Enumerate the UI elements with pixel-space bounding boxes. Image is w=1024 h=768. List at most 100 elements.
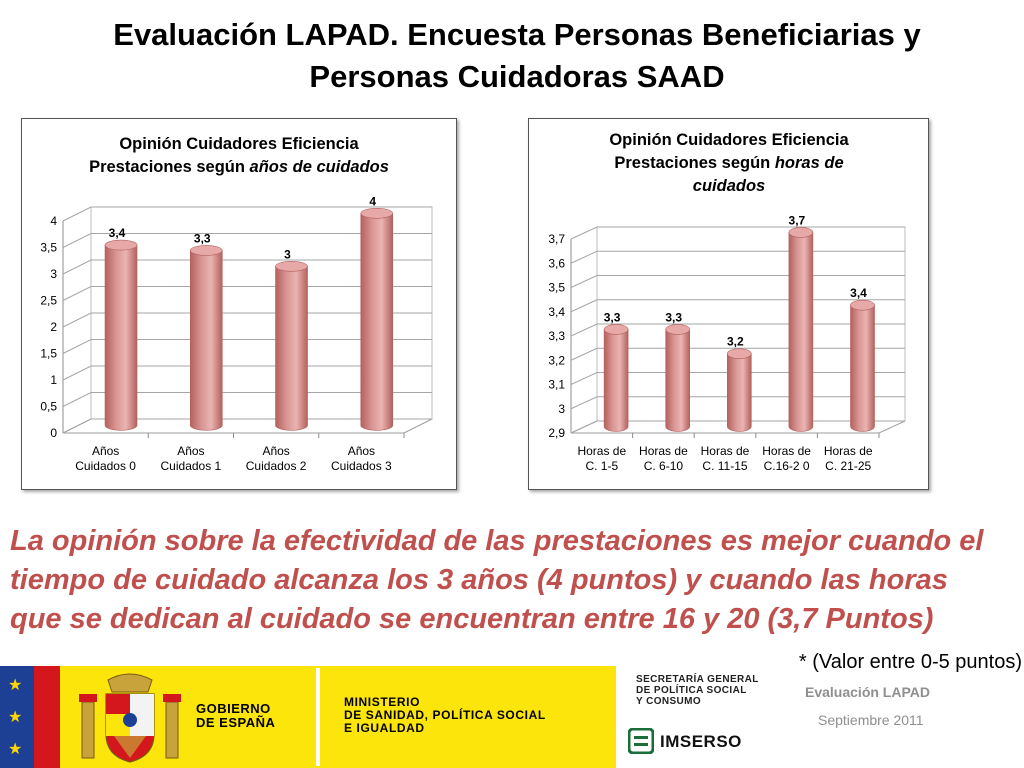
bar (850, 304, 875, 432)
x-tick-label: Horas de (762, 444, 811, 458)
bar (603, 329, 629, 432)
y-tick-label: 4 (50, 214, 57, 228)
y-tick-label: 3,5 (40, 241, 57, 255)
bar-top (850, 299, 875, 311)
y-tick-label: 3,4 (548, 305, 565, 319)
bar (275, 266, 308, 431)
bar (360, 213, 394, 431)
y-tick-label: 1,5 (40, 347, 57, 361)
x-tick-label: C. 11-15 (702, 459, 747, 473)
x-tick-label: Años (262, 444, 289, 458)
x-tick-label: Años (92, 444, 119, 458)
bar (665, 329, 690, 432)
bar-top (104, 239, 138, 251)
imserso-logo-icon (628, 728, 654, 754)
data-label: 3,7 (789, 213, 806, 227)
gridline (62, 259, 432, 275)
gridline (62, 312, 432, 328)
ministerio-label: MINISTERIO DE SANIDAD, POLÍTICA SOCIAL E… (344, 696, 546, 735)
secretaria-line1: SECRETARÍA GENERAL (636, 674, 759, 685)
chart-title: Opinión Cuidadores Eficiencia Prestacion… (589, 129, 869, 198)
ministerio-line1: MINISTERIO (344, 695, 421, 709)
x-tick-label: Horas de (577, 444, 626, 458)
y-tick-label: 2,5 (40, 294, 57, 308)
x-tick-label: Horas de (824, 444, 873, 458)
y-tick-label: 3,3 (548, 329, 565, 343)
data-label: 3,2 (727, 335, 744, 349)
x-tick-label: C. 6-10 (644, 459, 684, 473)
y-tick-label: 3 (558, 402, 565, 416)
bar-top (275, 261, 308, 272)
bar (727, 353, 752, 432)
bar-top (189, 245, 223, 256)
chart-anos-cuidados: Opinión Cuidadores Eficiencia Prestacion… (21, 118, 457, 490)
chart-title-part2: Prestaciones según (614, 154, 775, 172)
y-tick-label: 3,1 (548, 378, 565, 392)
x-tick-label: Cuidados 3 (331, 459, 392, 473)
gridline (62, 365, 432, 381)
gobierno-line1: GOBIERNO (196, 701, 271, 716)
x-tick-label: C. 21-25 (825, 459, 871, 473)
x-tick-label: Horas de (639, 444, 688, 458)
gobierno-de-espana-logo: GOBIERNO DE ESPAÑA (196, 702, 275, 730)
data-label: 3,4 (850, 286, 867, 300)
gridline (570, 226, 905, 240)
bar (189, 250, 223, 431)
slide-title: Evaluación LAPAD. Encuesta Personas Bene… (60, 14, 974, 98)
y-tick-label: 3,7 (548, 232, 565, 246)
bar (104, 244, 138, 431)
secretaria-box (616, 666, 800, 768)
x-tick-label: Cuidados 2 (246, 459, 307, 473)
data-label: 3,4 (109, 226, 126, 240)
chart-title-part2: Prestaciones según (89, 158, 250, 176)
gridline (62, 339, 432, 354)
footer-evaluacion: Evaluación LAPAD (805, 684, 930, 700)
y-tick-label: 3,2 (548, 353, 565, 367)
gridline (62, 392, 432, 407)
ministerio-line3: E IGUALDAD (344, 721, 425, 735)
x-tick-label: Años (177, 444, 204, 458)
conclusion-text: La opinión sobre la efectividad de las p… (10, 522, 1010, 639)
gridline (62, 233, 432, 248)
x-tick-label: Horas de (701, 444, 750, 458)
y-tick-label: 3,5 (548, 281, 565, 295)
conclusion-line: que se dedican al cuidado se encuentran … (10, 603, 934, 635)
bar (788, 232, 814, 432)
secretaria-label: SECRETARÍA GENERAL DE POLÍTICA SOCIAL Y … (636, 674, 759, 707)
gridline (62, 206, 432, 222)
eu-flag-icon: ★ ★ ★ (0, 666, 34, 768)
chart-horas-cuidados: Opinión Cuidadores Eficiencia Prestacion… (528, 118, 929, 490)
data-label: 3,3 (604, 310, 621, 324)
chart-title-italic: años de cuidados (249, 158, 389, 176)
y-tick-label: 3 (50, 267, 57, 281)
x-tick-label: Cuidados 0 (75, 459, 136, 473)
y-tick-label: 0 (50, 426, 57, 440)
footer-divider (316, 668, 320, 766)
y-tick-label: 3,6 (548, 256, 565, 270)
y-tick-label: 0,5 (40, 400, 57, 414)
conclusion-line: tiempo de cuidado alcanza los 3 años (4 … (10, 564, 948, 596)
bar-top (727, 348, 752, 359)
footer: ★ ★ ★ GOBIERNO DE ESPAÑA MINISTERIO DE S… (0, 666, 1024, 768)
bar-top (603, 324, 629, 335)
y-tick-label: 2 (50, 320, 57, 334)
bar-top (788, 227, 814, 238)
data-label: 4 (369, 194, 376, 208)
chart-title-italic: horas de cuidados (692, 154, 844, 195)
gridline (62, 286, 432, 301)
x-tick-label: C. 1-5 (585, 459, 618, 473)
spain-flag-strip (34, 666, 60, 768)
footer-date: Septiembre 2011 (818, 712, 924, 728)
gobierno-line2: DE ESPAÑA (196, 715, 276, 730)
chart-title-part1: Opinión Cuidadores Eficiencia (119, 135, 359, 153)
y-tick-label: 1 (50, 373, 57, 387)
data-label: 3,3 (665, 310, 682, 324)
imserso-label: IMSERSO (660, 732, 742, 751)
bar-top (665, 324, 690, 335)
secretaria-line3: Y CONSUMO (636, 696, 702, 707)
data-label: 3 (284, 247, 291, 261)
x-tick-label: Años (348, 444, 375, 458)
coat-of-arms-icon (79, 673, 181, 763)
x-tick-label: Cuidados 1 (161, 459, 222, 473)
